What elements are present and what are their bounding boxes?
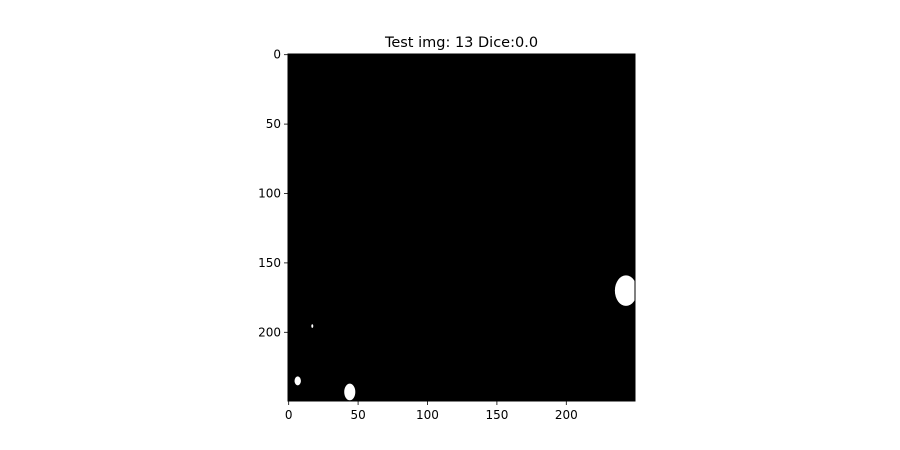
blob-left (294, 376, 301, 386)
x-axis: 0 50 100 150 200 (285, 401, 578, 422)
x-tick-label-200: 200 (555, 408, 578, 422)
blob-right (614, 275, 638, 306)
y-tick-label-200: 200 (258, 325, 281, 339)
x-tick-label-100: 100 (416, 408, 439, 422)
x-tick-label-150: 150 (485, 408, 508, 422)
y-tick-label-150: 150 (258, 256, 281, 270)
blob-speck (311, 324, 314, 328)
x-tick-label-50: 50 (350, 408, 365, 422)
x-tick-label-0: 0 (285, 408, 293, 422)
y-tick-label-50: 50 (266, 117, 281, 131)
image-background (288, 54, 635, 401)
chart-title: Test img: 13 Dice:0.0 (384, 35, 538, 51)
axes-frame (287, 53, 636, 402)
y-tick-label-100: 100 (258, 186, 281, 200)
blob-bottom (344, 383, 356, 401)
image-panel (287, 53, 638, 402)
y-axis: 0 50 100 150 200 (258, 48, 288, 339)
mask-regions (294, 275, 638, 401)
y-tick-label-0: 0 (273, 48, 281, 62)
